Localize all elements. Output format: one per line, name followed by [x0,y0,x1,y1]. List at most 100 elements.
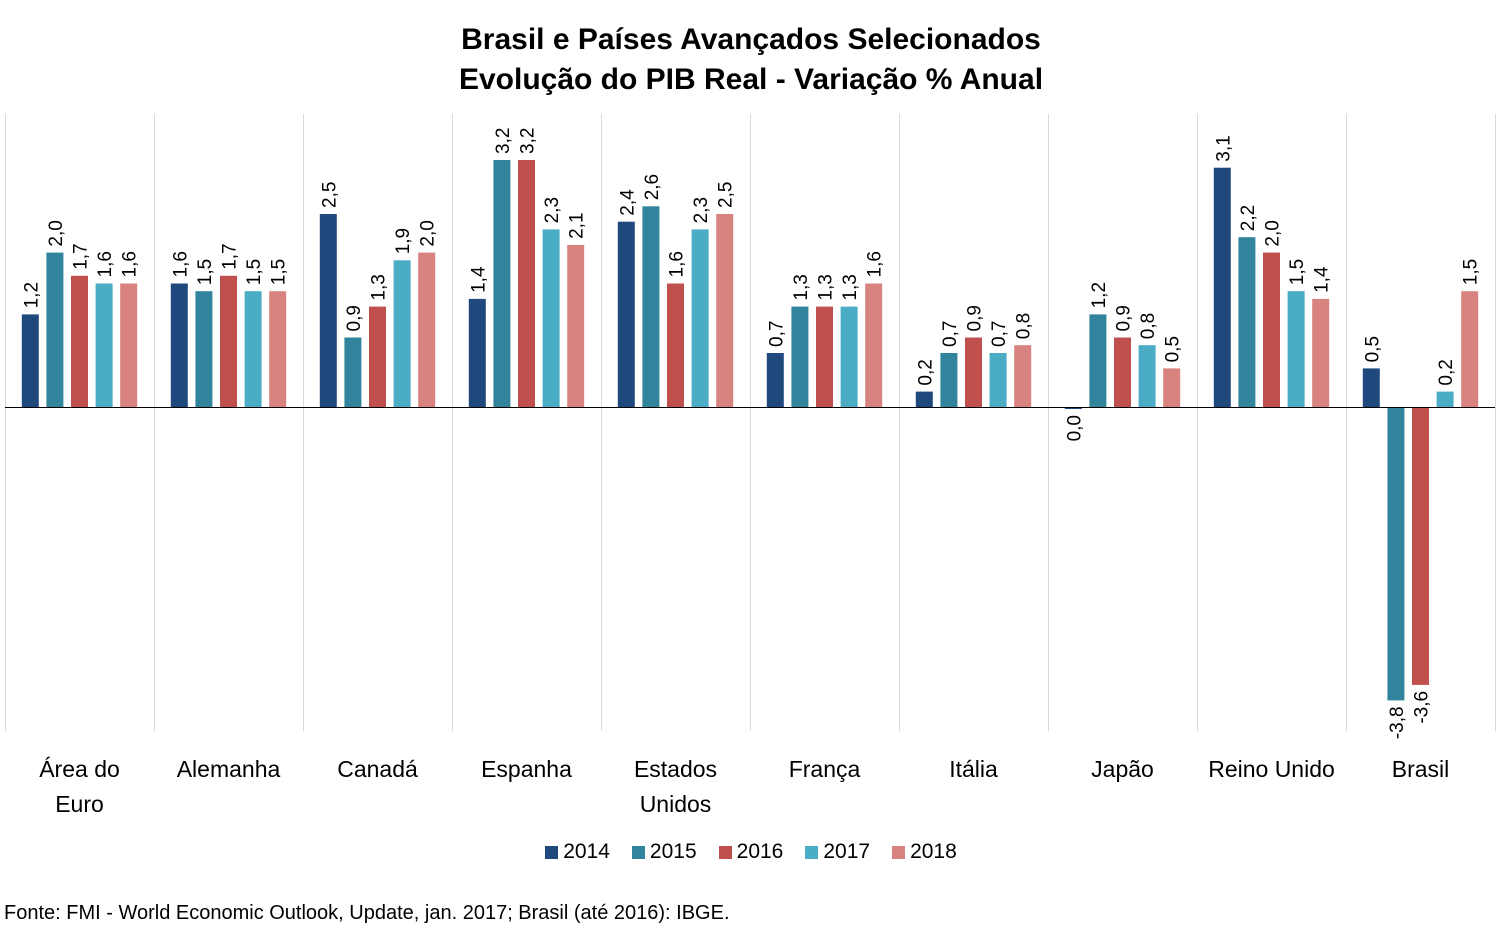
bar-2018-1 [269,291,287,407]
bar-2016-3 [518,160,535,407]
data-label: 1,5 [1287,259,1308,285]
bar-2015-2 [344,337,362,407]
category-label: Alemanha [177,756,281,782]
data-label: 3,2 [518,128,539,154]
data-label: 1,6 [865,251,886,277]
data-label: 0,7 [989,321,1010,347]
data-label: -3,6 [1412,691,1433,724]
data-label: 2,1 [567,212,588,238]
bar-2016-7 [1114,337,1131,407]
bar-2017-2 [393,260,411,407]
data-label: 2,5 [716,182,737,208]
legend-label: 2014 [563,840,610,863]
bar-2014-0 [21,314,39,407]
bar-2016-6 [965,337,982,407]
bar-2016-1 [220,275,237,407]
legend-label: 2016 [736,840,784,863]
data-label: 1,7 [220,243,241,269]
bar-2017-9 [1436,391,1454,407]
legend-label: 2018 [910,840,957,863]
data-label: 1,3 [369,274,390,300]
legend-swatch [892,845,906,859]
data-label: 0,9 [344,305,365,331]
data-label: 3,2 [493,128,514,154]
data-label: 1,5 [1461,259,1482,285]
data-label: 0,7 [766,321,787,347]
data-label: 1,6 [95,251,116,277]
bar-2014-1 [170,283,188,407]
bar-2018-2 [418,252,436,407]
category-label: Unidos [640,791,712,817]
data-label: 1,3 [791,274,812,300]
data-label: 1,6 [120,251,141,277]
category-label: Euro [55,791,104,817]
category-label: Estados [634,756,717,782]
category-label: Brasil [1392,756,1450,782]
bar-2017-3 [542,229,560,407]
bar-2016-8 [1263,252,1280,407]
bar-2015-3 [493,160,511,407]
bar-2014-8 [1213,167,1231,407]
bar-2018-7 [1163,368,1181,407]
bar-2014-9 [1362,368,1380,407]
bar-2018-0 [120,283,138,407]
data-label: 1,5 [244,259,265,285]
legend-swatch [718,845,732,859]
bar-2015-0 [46,252,64,407]
bar-2017-6 [989,353,1007,407]
data-label: 0,2 [1436,359,1457,385]
legend-item-2016: 2016 [718,838,784,866]
bar-2018-8 [1312,298,1330,407]
data-label: 1,3 [840,274,861,300]
bar-2014-2 [319,214,337,407]
data-label: 3,1 [1213,135,1234,161]
bar-2016-9 [1412,407,1429,685]
data-label: 0,5 [1163,336,1184,362]
source-note: Fonte: FMI - World Economic Outlook, Upd… [4,902,730,924]
bar-2017-7 [1138,345,1156,407]
bar-2014-4 [617,221,635,407]
legend-label: 2015 [649,840,697,863]
data-label: 0,9 [965,305,986,331]
data-label: 0,5 [1362,336,1383,362]
data-label: 1,4 [1312,266,1333,293]
bar-2018-4 [716,214,734,407]
chart-title: Brasil e Países Avançados Selecionados E… [0,20,1502,100]
data-label: 2,3 [691,197,712,223]
legend-swatch [805,845,819,859]
data-label: 1,2 [1089,282,1110,308]
bar-2018-5 [865,283,883,407]
category-label: Canadá [337,756,418,782]
data-label: 0,0 [1064,415,1085,441]
bar-2017-0 [95,283,113,407]
data-label: 2,0 [46,220,67,246]
data-label: 2,0 [1263,220,1284,246]
legend-item-2015: 2015 [631,838,697,866]
bar-2015-6 [940,353,958,407]
bar-2015-9 [1387,407,1405,701]
bar-2016-4 [667,283,684,407]
bar-2015-1 [195,291,213,407]
data-label: 2,6 [642,174,663,200]
data-label: 2,2 [1238,205,1259,231]
legend-label: 2017 [823,840,871,863]
bar-2014-5 [766,353,784,407]
bar-2015-7 [1089,314,1107,407]
bar-2018-3 [567,244,585,407]
chart-legend: 2014 2015 2016 2017 2018 [0,838,1502,866]
data-label: 2,5 [319,182,340,208]
bar-2014-6 [915,391,933,407]
data-label: 0,8 [1138,313,1159,339]
data-label: 0,2 [915,359,936,385]
category-label: Espanha [481,756,572,782]
data-label: 0,8 [1014,313,1035,339]
bar-2015-8 [1238,237,1256,407]
category-label: Itália [949,756,998,782]
bar-2016-0 [71,275,88,407]
chart-title-line-1: Brasil e Países Avançados Selecionados [461,23,1041,56]
bar-2017-5 [840,306,858,407]
data-label: 2,4 [617,189,638,216]
category-label: Área do [39,756,120,782]
chart-title-line-2: Evolução do PIB Real - Variação % Anual [458,63,1044,96]
bar-2016-2 [369,306,386,407]
